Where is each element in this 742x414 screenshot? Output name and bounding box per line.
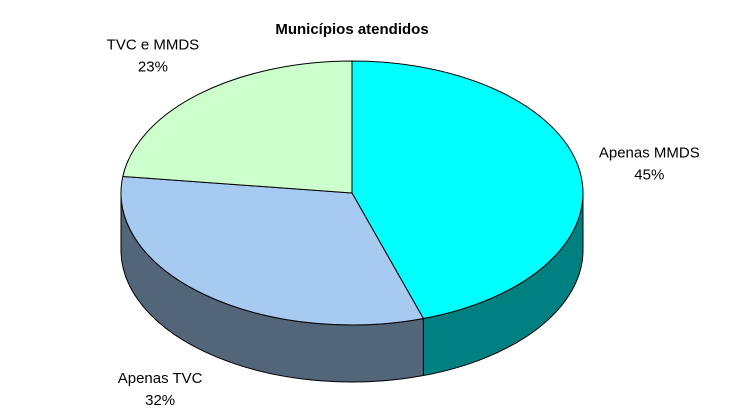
slice-label: Apenas MMDS xyxy=(599,144,700,161)
slice-value-label: 23% xyxy=(138,58,168,75)
slice xyxy=(351,60,584,320)
slice-label: Apenas TVC xyxy=(118,370,203,387)
slice-value-label: 32% xyxy=(145,392,175,409)
slice-value-label: 45% xyxy=(634,166,664,183)
chart-title: Municípios atendidos xyxy=(275,21,428,38)
slice xyxy=(120,175,425,326)
slice-label: TVC e MMDS xyxy=(107,36,200,53)
slice xyxy=(122,60,353,194)
